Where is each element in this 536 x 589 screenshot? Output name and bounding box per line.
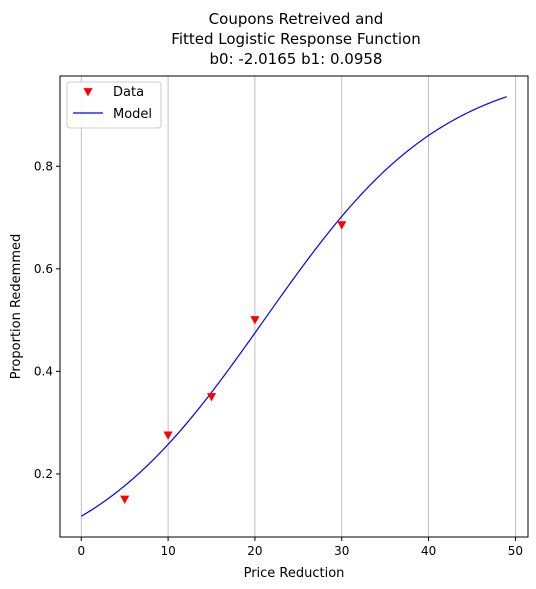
chart-title-line-1: Coupons Retreived and	[209, 10, 384, 28]
y-tick-label: 0.6	[34, 262, 53, 276]
model-line	[80, 96, 507, 517]
x-tick-label: 50	[508, 544, 523, 558]
data-point	[206, 393, 217, 402]
x-tick-label: 20	[247, 544, 262, 558]
y-tick-label: 0.4	[34, 364, 53, 378]
x-tick-label: 0	[77, 544, 85, 558]
y-tick-label: 0.2	[34, 467, 53, 481]
y-axis-label: Proportion Redemmed	[9, 234, 24, 379]
chart-title: Coupons Retreived and Fitted Logistic Res…	[171, 10, 420, 68]
data-point	[250, 316, 260, 325]
chart-title-line-3: b0: -2.0165 b1: 0.0958	[210, 50, 383, 68]
x-tick-label: 40	[421, 544, 436, 558]
legend-model-label: Model	[113, 107, 152, 122]
y-tick-label: 0.8	[34, 159, 53, 173]
x-axis-ticks: 0 10 20 30 40 50	[77, 537, 523, 558]
legend-data-marker	[83, 88, 93, 97]
plot-frame	[59, 75, 529, 538]
chart-title-line-2: Fitted Logistic Response Function	[171, 30, 420, 48]
legend: Data Model	[66, 81, 162, 129]
model-series	[80, 96, 507, 517]
data-series	[120, 221, 347, 504]
x-tick-label: 10	[160, 544, 175, 558]
data-point	[163, 431, 173, 440]
data-point	[337, 221, 347, 230]
legend-data-label: Data	[113, 85, 144, 100]
legend-box	[66, 81, 162, 129]
x-axis-label: Price Reduction	[244, 566, 345, 581]
grid	[80, 76, 516, 537]
data-point	[120, 495, 130, 504]
x-tick-label: 30	[334, 544, 349, 558]
y-axis-ticks: 0.2 0.4 0.6 0.8	[34, 159, 60, 481]
